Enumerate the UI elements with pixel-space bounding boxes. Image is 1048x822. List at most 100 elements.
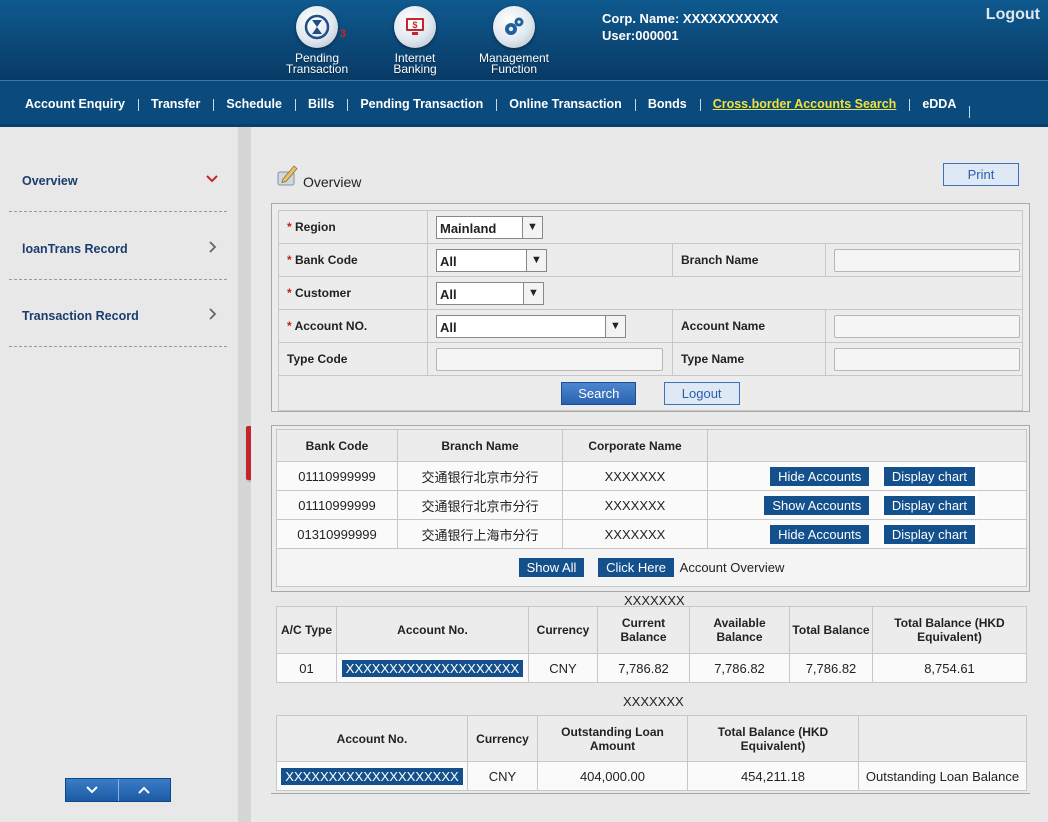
user-id: User:000001 xyxy=(602,28,679,43)
col-current-balance: Current Balance xyxy=(597,606,690,654)
col-ac-type: A/C Type xyxy=(276,606,337,654)
search-form-table: * Region Mainland ▼ * Bank Code All ▼ Bran… xyxy=(278,210,1023,411)
chevron-right-icon xyxy=(208,307,218,323)
show-all-button[interactable]: Show All xyxy=(518,558,585,577)
bank-code-select[interactable]: All ▼ xyxy=(436,248,547,272)
nav-online-transaction[interactable]: Online Transaction xyxy=(496,97,635,111)
pending-transaction-button[interactable]: 3 Pending Transaction xyxy=(272,6,362,75)
col-available-balance: Available Balance xyxy=(689,606,790,654)
click-here-button[interactable]: Click Here xyxy=(598,558,675,577)
search-button[interactable]: Search xyxy=(561,381,637,405)
nav-account-enquiry[interactable]: Account Enquiry xyxy=(25,97,126,111)
col-actions xyxy=(707,429,1027,462)
chevron-down-icon: ▼ xyxy=(526,249,546,271)
col-outstanding-loan-amount: Outstanding Loan Amount xyxy=(537,715,688,762)
hide-accounts-button[interactable]: Hide Accounts xyxy=(770,466,870,486)
display-chart-button[interactable]: Display chart xyxy=(883,466,975,486)
sidebar: Overview loanTrans Record Transaction Re… xyxy=(0,127,238,822)
main-nav: Account Enquiry Transfer Schedule Bills … xyxy=(0,80,1048,127)
bank-code-label-cell: * Bank Code xyxy=(278,243,428,277)
nav-bonds[interactable]: Bonds xyxy=(634,97,700,111)
search-form: * Region Mainland ▼ * Bank Code All ▼ Bran… xyxy=(271,203,1030,412)
user-info: Corp. Name: XXXXXXXXXXX User:000001 xyxy=(602,10,778,44)
show-accounts-button[interactable]: Show Accounts xyxy=(764,495,870,515)
logout-link[interactable]: Logout xyxy=(985,6,1040,23)
col-currency: Currency xyxy=(467,715,538,762)
corp-name: Corp. Name: XXXXXXXXXXX xyxy=(602,11,779,26)
deposit-section-title: XXXXXXX xyxy=(624,593,685,608)
bank-list-footer: Show All Click Here Account Overview xyxy=(276,548,1027,587)
type-code-label-cell: Type Code xyxy=(278,342,428,376)
account-no-select[interactable]: All ▼ xyxy=(436,314,626,338)
type-code-input[interactable] xyxy=(436,347,663,371)
branch-name-input[interactable] xyxy=(834,248,1020,272)
bank-code-cell: 01110999999 xyxy=(276,461,398,491)
account-name-input[interactable] xyxy=(834,314,1020,338)
sidebar-item-label: Overview xyxy=(22,174,78,188)
account-no-cell: XXXXXXXXXXXXXXXXXXXX xyxy=(336,653,529,683)
display-chart-button[interactable]: Display chart xyxy=(883,524,975,544)
chevron-down-icon: ▼ xyxy=(523,282,543,304)
loan-table: Account No. Currency Outstanding Loan Am… xyxy=(276,715,1027,791)
management-function-label: Management Function xyxy=(478,51,550,76)
corporate-name-cell: XXXXXXX xyxy=(562,490,708,520)
loan-account-no-link[interactable]: XXXXXXXXXXXXXXXXXXXX xyxy=(281,767,463,785)
form-actions: Search Logout xyxy=(278,375,1023,411)
currency-cell: CNY xyxy=(528,653,598,683)
col-bank-code: Bank Code xyxy=(276,429,398,462)
pending-count-badge: 3 xyxy=(339,28,346,40)
deposit-table: A/C Type Account No. Currency Current Ba… xyxy=(276,606,1027,683)
col-total-balance: Total Balance xyxy=(789,606,873,654)
hide-accounts-button[interactable]: Hide Accounts xyxy=(770,524,870,544)
sidebar-item-transaction-record[interactable]: Transaction Record xyxy=(9,280,227,347)
print-button[interactable]: Print xyxy=(943,163,1019,186)
internet-banking-button[interactable]: $ Internet Banking xyxy=(370,6,460,75)
table-row: 01310999999 交通银行上海市分行 XXXXXXX Hide Accou… xyxy=(276,519,1027,549)
content-bottom-border xyxy=(271,793,1030,794)
bank-code-cell: 01110999999 xyxy=(276,490,398,520)
main-content: Overview Print * Region Mainland ▼ * Bank… xyxy=(251,127,1048,822)
region-select[interactable]: Mainland ▼ xyxy=(436,215,543,239)
hourglass-icon: 3 xyxy=(296,6,346,48)
sidebar-item-overview[interactable]: Overview xyxy=(9,145,227,212)
outstanding-loan-balance-link[interactable]: Outstanding Loan Balance xyxy=(858,761,1027,791)
table-row: 01110999999 交通银行北京市分行 XXXXXXX Hide Accou… xyxy=(276,461,1027,491)
ac-type-cell: 01 xyxy=(276,653,337,683)
scroll-up-button[interactable] xyxy=(117,779,170,801)
col-total-balance-hkd: Total Balance (HKD Equivalent) xyxy=(687,715,859,762)
outstanding-loan-amount-cell: 404,000.00 xyxy=(537,761,688,791)
scroll-down-button[interactable] xyxy=(66,779,118,801)
sidebar-scroll-buttons xyxy=(65,778,171,802)
display-chart-button[interactable]: Display chart xyxy=(883,495,975,515)
nav-bills[interactable]: Bills xyxy=(294,97,347,111)
table-row: 01110999999 交通银行北京市分行 XXXXXXX Show Accou… xyxy=(276,490,1027,520)
type-code-input-cell xyxy=(427,342,673,376)
col-loan-extra xyxy=(858,715,1027,762)
nav-schedule[interactable]: Schedule xyxy=(213,97,295,111)
nav-pending-transaction[interactable]: Pending Transaction xyxy=(347,97,496,111)
branch-name-cell: 交通银行北京市分行 xyxy=(397,461,563,491)
nav-transfer[interactable]: Transfer xyxy=(138,97,213,111)
actions-cell: Hide Accounts Display chart xyxy=(707,461,1027,491)
account-no-link[interactable]: XXXXXXXXXXXXXXXXXXXX xyxy=(341,659,524,677)
management-function-button[interactable]: Management Function xyxy=(469,6,559,75)
account-no-select-cell: All ▼ xyxy=(427,309,673,343)
region-label-cell: * Region xyxy=(278,210,428,244)
total-balance-cell: 7,786.82 xyxy=(789,653,873,683)
header: 3 Pending Transaction $ Internet Banking… xyxy=(0,0,1048,80)
pending-transaction-label: Pending Transaction xyxy=(285,51,349,76)
sidebar-item-loantrans-record[interactable]: loanTrans Record xyxy=(9,213,227,280)
chevron-down-icon: ▼ xyxy=(605,315,625,337)
nav-edda[interactable]: eDDA xyxy=(909,97,969,111)
current-balance-cell: 7,786.82 xyxy=(597,653,690,683)
nav-cross-border-accounts-search[interactable]: Cross.border Accounts Search xyxy=(699,97,910,111)
table-row: 01 XXXXXXXXXXXXXXXXXXXX CNY 7,786.82 7,7… xyxy=(276,653,1027,683)
sidebar-item-label: Transaction Record xyxy=(22,309,139,323)
type-name-label-cell: Type Name xyxy=(672,342,826,376)
col-branch-name: Branch Name xyxy=(397,429,563,462)
form-logout-button[interactable]: Logout xyxy=(663,381,740,405)
type-name-input-cell xyxy=(825,342,1023,376)
customer-select[interactable]: All ▼ xyxy=(436,281,544,305)
type-name-input[interactable] xyxy=(834,347,1020,371)
branch-name-cell: 交通银行北京市分行 xyxy=(397,490,563,520)
